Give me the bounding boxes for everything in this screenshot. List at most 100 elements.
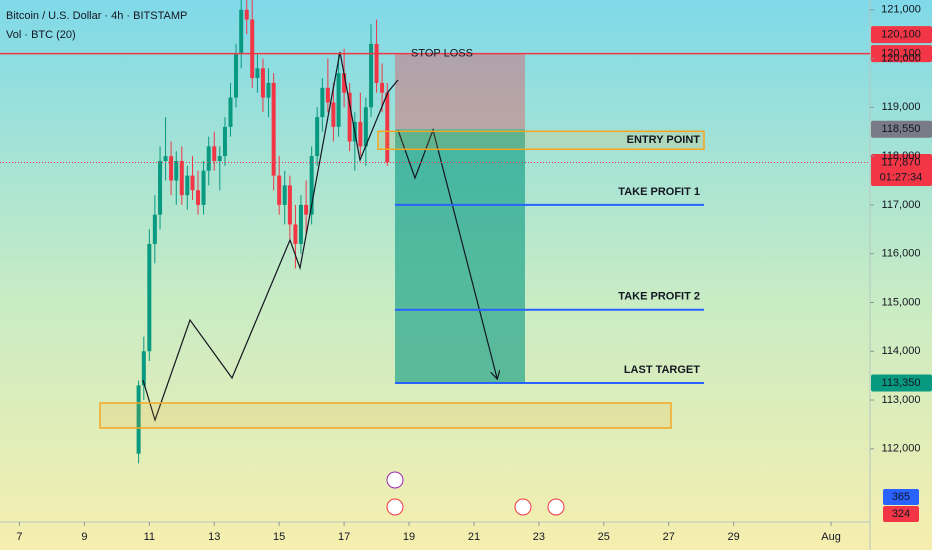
candle-body bbox=[201, 170, 206, 205]
candle-body bbox=[385, 92, 390, 163]
candle-body bbox=[260, 68, 265, 98]
candle-body bbox=[141, 351, 146, 386]
x-tick-label: Aug bbox=[821, 531, 841, 543]
zones bbox=[395, 53, 525, 383]
candle-body bbox=[250, 19, 255, 79]
x-tick-label: 11 bbox=[144, 531, 155, 543]
candle-body bbox=[136, 385, 141, 454]
candle-body bbox=[158, 160, 163, 215]
candle-body bbox=[271, 82, 276, 176]
x-tick-label: 9 bbox=[81, 531, 87, 543]
volume-badge-label: 324 bbox=[892, 508, 910, 520]
y-tick-label: 112,000 bbox=[882, 443, 921, 455]
candle-body bbox=[266, 82, 271, 98]
y-tick-label: 118,000 bbox=[882, 150, 921, 162]
candle-body bbox=[293, 224, 298, 244]
candle-body bbox=[363, 107, 368, 147]
candle-body bbox=[347, 92, 352, 142]
level-label: TAKE PROFIT 1 bbox=[618, 186, 700, 198]
candle-body bbox=[369, 43, 374, 108]
candle-body bbox=[374, 43, 379, 83]
candle-body bbox=[304, 204, 309, 215]
candle-body bbox=[152, 214, 157, 244]
candle-body bbox=[358, 121, 363, 147]
price-badge-label: 120,100 bbox=[881, 48, 921, 60]
chart-subtitle: Vol · BTC (20) bbox=[6, 29, 76, 41]
price-badge bbox=[871, 120, 932, 138]
y-tick-label: 121,000 bbox=[881, 4, 921, 16]
zigzag bbox=[142, 51, 399, 422]
x-tick-label: 27 bbox=[663, 531, 675, 543]
candle-body bbox=[255, 68, 260, 79]
candle-body bbox=[277, 175, 282, 205]
volume-badge bbox=[883, 506, 919, 522]
icon bbox=[386, 498, 404, 516]
x-tick-label: 15 bbox=[273, 531, 285, 543]
stop-zone bbox=[395, 53, 525, 130]
y-tick-label: 115,000 bbox=[882, 296, 921, 308]
price-badge-label: 117,870 bbox=[882, 156, 921, 168]
candle-body bbox=[185, 175, 190, 196]
y-tick-label: 120,000 bbox=[881, 52, 921, 64]
y-tick-label: 119,000 bbox=[882, 101, 921, 113]
candle-body bbox=[336, 73, 341, 127]
candle-body bbox=[206, 146, 211, 171]
projection bbox=[397, 128, 497, 378]
candle-body bbox=[190, 175, 195, 191]
candle-body bbox=[320, 87, 325, 118]
drawn-path bbox=[142, 51, 497, 422]
level-label: TAKE PROFIT 2 bbox=[618, 291, 700, 303]
x-tick-label: 17 bbox=[338, 531, 350, 543]
icon bbox=[547, 498, 565, 516]
candle-body bbox=[325, 87, 330, 103]
candle-body bbox=[331, 102, 336, 127]
overlay: STOP LOSS ENTRY POINT TAKE PROFIT 1 TAKE PR… bbox=[0, 26, 932, 522]
candle-body bbox=[282, 185, 287, 205]
candle-body bbox=[234, 53, 239, 98]
x-tick-label: 23 bbox=[533, 531, 545, 543]
candle-body bbox=[196, 190, 201, 205]
candle-body bbox=[228, 97, 233, 127]
candle-body bbox=[179, 160, 184, 196]
entry-box bbox=[377, 130, 705, 151]
price-badge bbox=[871, 374, 932, 392]
x-tick-label: 25 bbox=[598, 531, 610, 543]
candle-body bbox=[222, 126, 227, 157]
candle-body bbox=[163, 156, 168, 161]
candle-body bbox=[174, 160, 179, 181]
x-tick-label: 13 bbox=[208, 531, 220, 543]
profit-zone bbox=[395, 129, 525, 383]
price-badge-label: 120,100 bbox=[881, 29, 921, 41]
volume-badge bbox=[883, 489, 919, 505]
candle-body bbox=[212, 146, 217, 161]
candle-body bbox=[287, 185, 292, 225]
y-tick-label: 113,000 bbox=[882, 394, 921, 406]
icon bbox=[514, 498, 532, 516]
price-badge-label: 113,350 bbox=[882, 377, 921, 389]
candles bbox=[136, 0, 390, 464]
y-tick-label: 117,000 bbox=[882, 199, 921, 211]
y-tick-label: 116,000 bbox=[882, 248, 921, 260]
candle-body bbox=[244, 9, 249, 20]
candle-body bbox=[309, 156, 314, 215]
candle-body bbox=[342, 73, 347, 93]
icon bbox=[386, 471, 404, 489]
candle-body bbox=[217, 156, 222, 161]
candle-body bbox=[147, 243, 152, 352]
candle-body bbox=[169, 156, 174, 181]
candle-body bbox=[380, 82, 385, 93]
candle-body bbox=[298, 204, 303, 244]
price-badge bbox=[871, 153, 932, 186]
volume-badge-label: 365 bbox=[892, 491, 910, 503]
x-tick-label: 19 bbox=[403, 531, 415, 543]
price-badge bbox=[871, 26, 932, 44]
candle-body bbox=[315, 117, 320, 157]
x-tick-label: 21 bbox=[468, 531, 480, 543]
support-zone bbox=[99, 402, 672, 429]
candle-body bbox=[239, 9, 244, 54]
level-label: ENTRY POINT bbox=[627, 134, 701, 146]
price-badge-label: 118,550 bbox=[882, 123, 921, 135]
countdown: 01:27:34 bbox=[880, 171, 923, 183]
price-badge bbox=[871, 45, 932, 63]
